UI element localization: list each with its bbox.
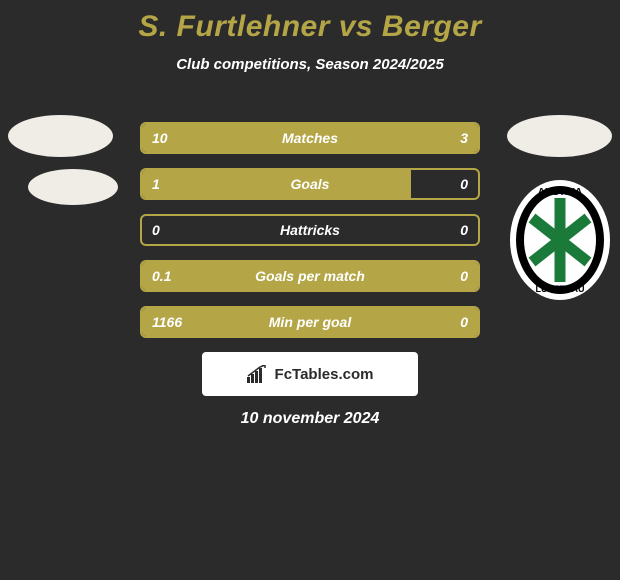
avatar-body-shape bbox=[28, 169, 118, 205]
player-right-avatar bbox=[507, 115, 612, 157]
comparison-chart: 103Matches10Goals00Hattricks0.10Goals pe… bbox=[140, 122, 480, 352]
subtitle: Club competitions, Season 2024/2025 bbox=[0, 56, 620, 73]
branding-box: FcTables.com bbox=[202, 352, 418, 396]
stat-value-left: 1166 bbox=[152, 314, 182, 330]
badge-bottom-text: LUSTENAU bbox=[536, 284, 585, 294]
stat-row: 1 0 Goals bbox=[140, 168, 480, 200]
stat-row: 1166 0 Min per goal bbox=[140, 306, 480, 338]
badge-top-text: AUSTRIA bbox=[538, 187, 582, 198]
stat-value-left: 10 bbox=[152, 130, 168, 146]
stat-value-left: 1 bbox=[152, 176, 160, 192]
club-badge: AUSTRIA LUSTENAU bbox=[510, 180, 610, 300]
player-left-avatar bbox=[8, 115, 118, 205]
stat-label: Goals per match bbox=[255, 268, 365, 284]
stat-value-right: 0 bbox=[460, 222, 468, 238]
stat-value-right: 0 bbox=[460, 268, 468, 284]
bar-left bbox=[142, 170, 411, 198]
stat-value-left: 0.1 bbox=[152, 268, 171, 284]
stat-value-right: 0 bbox=[460, 176, 468, 192]
stat-label: Matches bbox=[282, 130, 338, 146]
bar-left bbox=[142, 124, 397, 152]
avatar-head-shape bbox=[8, 115, 113, 157]
stat-value-right: 3 bbox=[460, 130, 468, 146]
branding-text: FcTables.com bbox=[275, 366, 374, 383]
date-label: 10 november 2024 bbox=[241, 410, 380, 428]
stat-row: 0 0 Hattricks bbox=[140, 214, 480, 246]
stat-label: Min per goal bbox=[269, 314, 351, 330]
stat-row: 10 3 Matches bbox=[140, 122, 480, 154]
avatar-head-shape bbox=[507, 115, 612, 157]
stat-row: 0.1 0 Goals per match bbox=[140, 260, 480, 292]
stat-value-left: 0 bbox=[152, 222, 160, 238]
chart-icon bbox=[247, 365, 269, 383]
stat-label: Hattricks bbox=[280, 222, 340, 238]
stat-label: Goals bbox=[291, 176, 330, 192]
stat-value-right: 0 bbox=[460, 314, 468, 330]
page-title: S. Furtlehner vs Berger bbox=[0, 0, 620, 44]
